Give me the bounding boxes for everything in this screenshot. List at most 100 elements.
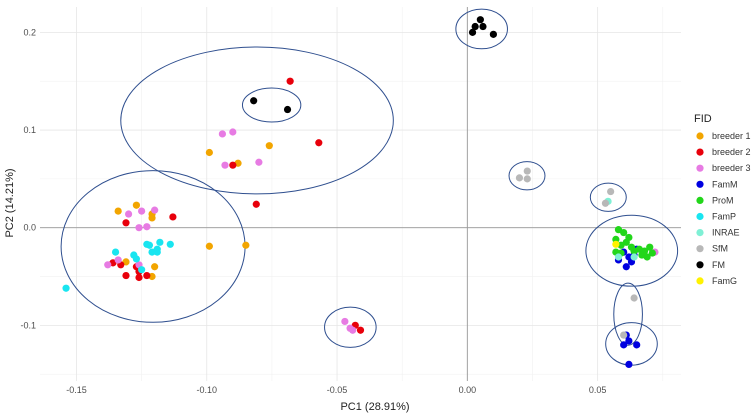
point-breeder-1 — [151, 263, 159, 271]
point-fm — [479, 22, 487, 31]
point-sfm — [601, 199, 610, 207]
x-tick-label: 0.05 — [589, 385, 607, 395]
point-famg — [612, 240, 620, 248]
point-breeder-3 — [255, 158, 263, 166]
point-famm — [633, 341, 641, 349]
legend-label-famp: FamP — [712, 212, 736, 222]
point-famp — [138, 266, 146, 274]
legend-key-breeder-2 — [696, 148, 704, 156]
y-tick-label: 0.1 — [23, 125, 36, 135]
legend-key-famp — [696, 212, 704, 221]
point-famm — [620, 341, 628, 349]
legend-key-inrae — [696, 229, 704, 237]
legend-key-breeder-3 — [696, 164, 704, 172]
point-breeder-2 — [252, 200, 260, 208]
point-breeder-2 — [135, 273, 143, 282]
cluster-ellipse — [585, 214, 679, 287]
point-prom — [646, 243, 654, 251]
data-points — [62, 16, 659, 368]
point-famp — [156, 238, 164, 246]
legend-label-famm: FamM — [712, 179, 738, 189]
point-breeder-3 — [124, 210, 133, 218]
point-breeder-3 — [104, 261, 112, 269]
point-breeder-3 — [151, 206, 159, 214]
point-famp — [148, 248, 156, 256]
legend-label-breeder-2: breeder 2 — [712, 147, 751, 157]
point-breeder-3 — [229, 128, 237, 136]
tick-labels: -0.15 -0.10 -0.05 0.00 0.05 -0.1 0.0 0.1 0.2 — [20, 27, 606, 395]
legend-label-inrae: INRAE — [712, 228, 740, 238]
legend-key-famg — [696, 277, 704, 285]
point-breeder-3 — [135, 224, 143, 232]
point-breeder-3 — [114, 256, 122, 264]
legend-key-fm — [696, 261, 704, 269]
legend-label-breeder-1: breeder 1 — [712, 131, 751, 141]
cluster-ellipse — [324, 306, 377, 348]
point-famp — [153, 248, 161, 256]
point-famp — [166, 240, 174, 248]
point-prom — [620, 228, 628, 237]
point-fm — [250, 97, 258, 105]
point-fm — [283, 105, 292, 114]
point-prom — [625, 233, 633, 242]
point-fm — [489, 30, 497, 38]
point-sfm — [607, 187, 615, 196]
point-breeder-3 — [143, 223, 151, 231]
point-breeder-2 — [169, 213, 177, 221]
point-breeder-1 — [265, 142, 273, 150]
cluster-ellipses — [60, 8, 679, 366]
point-breeder-3 — [218, 130, 226, 138]
legend: FID breeder 1 breeder 2 breeder 3 FamM ProM F… — [694, 113, 751, 286]
x-tick-label: -0.15 — [66, 385, 87, 395]
point-sfm — [523, 175, 531, 183]
y-tick-label: -0.1 — [20, 320, 36, 330]
point-breeder-3 — [341, 317, 349, 326]
point-prom — [630, 247, 638, 255]
point-famm — [625, 337, 633, 345]
legend-label-breeder-3: breeder 3 — [712, 163, 751, 173]
point-breeder-3 — [349, 326, 357, 334]
point-breeder-1 — [114, 207, 122, 215]
grid-layer — [40, 7, 681, 381]
axis-lines — [40, 7, 681, 381]
cluster-ellipse — [589, 182, 627, 212]
cluster-ellipse — [241, 87, 302, 123]
point-sfm — [620, 331, 628, 339]
cluster-ellipse — [613, 282, 643, 346]
point-breeder-1 — [205, 148, 213, 157]
point-breeder-2 — [286, 77, 294, 85]
point-breeder-2 — [143, 271, 151, 280]
legend-key-prom — [696, 196, 704, 204]
point-prom — [643, 253, 651, 261]
point-famm — [622, 263, 630, 271]
cluster-ellipse — [508, 161, 546, 191]
legend-title: FID — [694, 113, 712, 125]
y-tick-label: 0.2 — [23, 27, 36, 37]
point-breeder-2 — [122, 271, 130, 280]
x-tick-label: 0.00 — [459, 385, 477, 395]
legend-label-prom: ProM — [712, 195, 734, 205]
point-breeder-3 — [221, 161, 229, 169]
point-famp — [132, 255, 141, 263]
cluster-ellipse — [120, 46, 394, 195]
point-famp — [62, 284, 70, 292]
point-famp — [111, 248, 120, 256]
point-famm — [625, 360, 633, 368]
point-breeder-2 — [356, 326, 365, 334]
point-prom — [648, 249, 656, 257]
point-fm — [468, 28, 477, 36]
point-breeder-1 — [148, 214, 156, 222]
point-breeder-1 — [205, 242, 213, 250]
y-axis-title: PC2 (14.21%) — [4, 168, 16, 237]
legend-key-sfm — [696, 245, 704, 253]
cluster-ellipse — [455, 8, 508, 50]
point-fm — [471, 22, 479, 31]
point-fm — [476, 16, 484, 24]
cluster-ellipse — [60, 170, 246, 323]
point-inrae — [630, 253, 638, 261]
point-famp — [143, 240, 151, 248]
legend-label-famg: FamG — [712, 276, 737, 286]
point-sfm — [515, 174, 524, 182]
point-inrae — [614, 253, 623, 261]
